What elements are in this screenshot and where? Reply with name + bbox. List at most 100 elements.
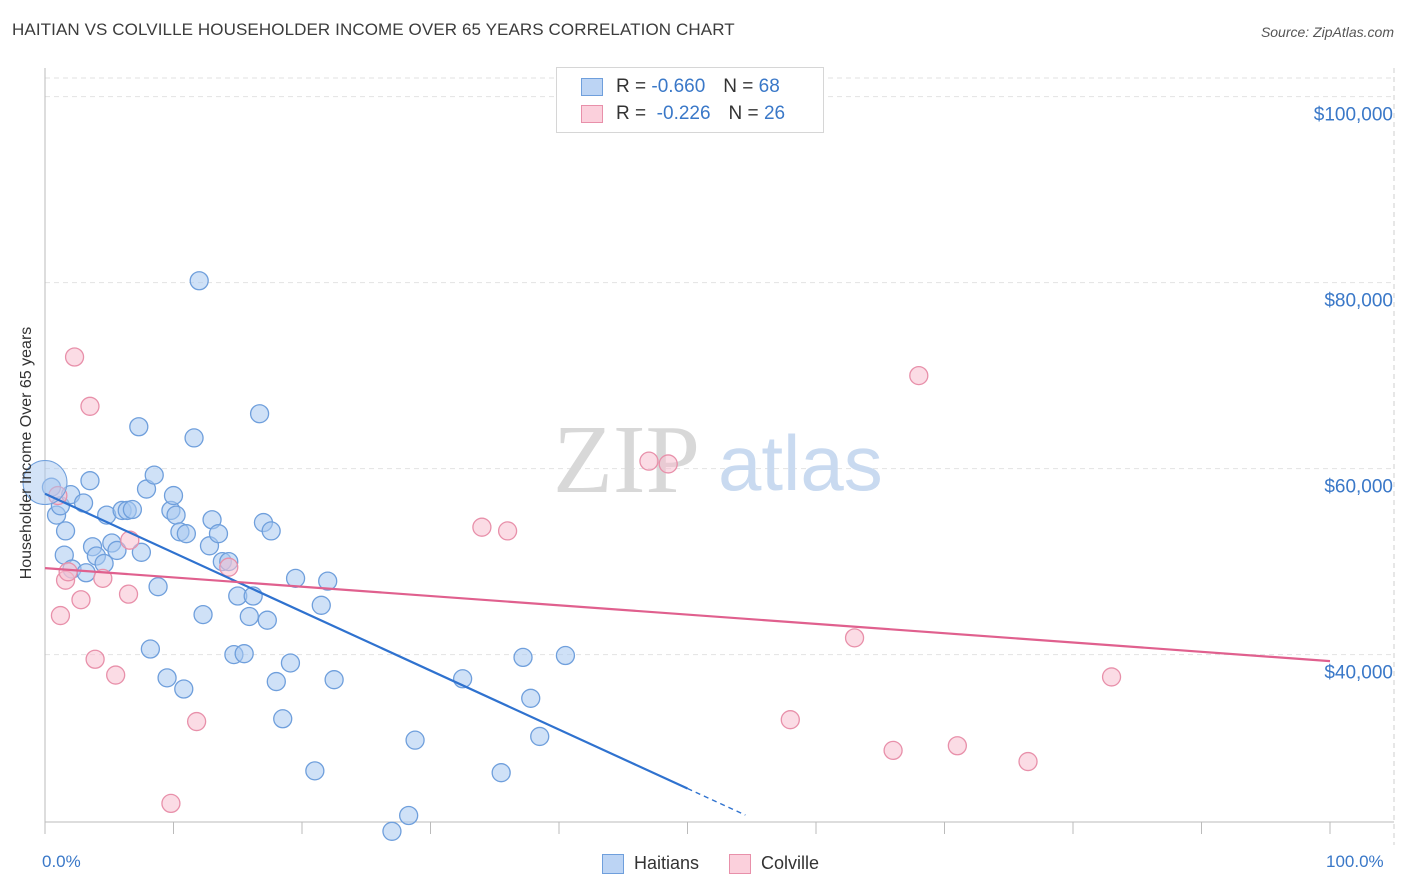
haitians-point	[174, 679, 194, 699]
y-tick-label: $40,000	[1324, 663, 1393, 684]
haitians-point	[521, 688, 541, 708]
colville-point	[50, 605, 71, 626]
series-legend-colville: Colville	[729, 853, 819, 874]
haitians-point	[122, 499, 143, 520]
haitians-point	[257, 610, 277, 630]
haitians-point	[324, 670, 344, 690]
colville-point	[1018, 751, 1038, 772]
series-legend-haitians: Haitians	[602, 853, 699, 874]
legend-r-value: -0.660	[651, 76, 706, 97]
legend-row-haitians: R = -0.660 N = 68	[581, 76, 780, 98]
trend-line-colville	[44, 567, 1331, 663]
colville-point	[93, 568, 113, 588]
source-label: Source: ZipAtlas.com	[1260, 24, 1394, 40]
haitians-point	[107, 540, 127, 561]
watermark-atlas: atlas	[718, 419, 883, 507]
legend-r-label: R =	[616, 103, 647, 124]
haitians-point	[157, 668, 177, 688]
series-legend: Haitians Colville	[602, 853, 849, 874]
colville-point	[64, 347, 85, 367]
x-tick-label-left: 0.0%	[42, 852, 81, 871]
colville-point	[120, 530, 140, 550]
haitians-point	[530, 726, 550, 747]
series-swatch-colville	[729, 853, 752, 874]
colville-point	[947, 736, 967, 756]
colville-point	[71, 590, 91, 610]
colville-point	[639, 451, 659, 471]
haitians-point	[234, 644, 254, 664]
y-tick-label: $80,000	[1324, 291, 1393, 312]
colville-point	[58, 562, 78, 582]
legend-n-value: 26	[763, 103, 786, 124]
trend-lines	[44, 492, 1331, 816]
legend-n-label: N =	[728, 103, 759, 124]
colville-point	[85, 649, 105, 669]
haitians-point	[148, 577, 168, 597]
y-tick-label: $100,000	[1314, 105, 1393, 126]
colville-point	[909, 365, 929, 386]
colville-point	[118, 584, 139, 604]
legend-r-label: R =	[616, 76, 647, 97]
haitians-point	[311, 595, 331, 615]
trend-extension-haitians	[687, 787, 746, 816]
series-swatch-haitians	[602, 853, 624, 874]
legend-n-label: N =	[723, 76, 754, 97]
axes	[44, 68, 1395, 845]
legend-swatch-haitians	[581, 78, 603, 96]
haitians-point	[193, 604, 213, 625]
haitians-point	[166, 505, 186, 525]
colville-point	[80, 396, 100, 416]
legend-n-value: 68	[758, 76, 780, 97]
colville-point	[497, 521, 518, 541]
colville-point	[1101, 667, 1122, 687]
colville-point	[219, 557, 239, 577]
haitians-point	[80, 471, 100, 491]
legend-swatch-colville	[581, 105, 603, 123]
haitians-point	[285, 568, 306, 588]
haitians-point	[76, 563, 96, 583]
haitians-point	[131, 542, 152, 562]
colville-point	[472, 517, 492, 537]
correlation-legend: R = -0.660 N = 68 R = -0.226 N = 26	[556, 67, 824, 133]
haitians-point	[208, 524, 229, 544]
legend-row-colville: R = -0.226 N = 26	[581, 103, 785, 125]
trend-line-haitians	[44, 492, 688, 790]
haitians-point	[280, 653, 301, 673]
haitians-point	[491, 763, 511, 783]
haitians-point	[140, 639, 161, 659]
haitians-point	[399, 805, 419, 826]
haitians-point	[305, 761, 325, 781]
haitians-point	[189, 271, 209, 291]
haitians-point	[318, 571, 338, 591]
x-tick-label-right: 100.0%	[1326, 852, 1384, 871]
colville-point	[883, 740, 903, 761]
haitians-point	[239, 606, 259, 627]
haitians-point	[273, 709, 293, 729]
haitians-point	[513, 647, 533, 668]
watermark: ZIP atlas	[553, 406, 883, 514]
haitians-point	[176, 524, 197, 544]
chart-title: HAITIAN VS COLVILLE HOUSEHOLDER INCOME O…	[12, 20, 735, 39]
watermark-zip: ZIP	[553, 406, 700, 514]
colville-point	[186, 711, 207, 732]
haitians-point	[184, 428, 204, 448]
colville-point	[106, 665, 126, 685]
colville-point	[844, 628, 865, 648]
y-tick-label: $60,000	[1324, 477, 1393, 498]
series-label-haitians: Haitians	[634, 853, 700, 873]
colville-point	[780, 710, 800, 730]
colville-point	[161, 793, 181, 814]
haitians-point	[163, 485, 184, 506]
haitians-point	[555, 645, 576, 666]
y-tick-labels: $100,000 $80,000 $60,000 $40,000	[1314, 105, 1393, 684]
haitians-point	[55, 521, 76, 541]
series-label-colville: Colville	[761, 853, 820, 873]
haitians-point-cluster	[22, 460, 68, 506]
haitians-point	[382, 821, 402, 841]
y-axis-label: Householder Income Over 65 years	[18, 326, 35, 580]
grid-lines	[45, 77, 1394, 656]
colville-point	[658, 454, 678, 474]
haitians-point	[261, 521, 281, 541]
haitians-point	[129, 417, 149, 437]
